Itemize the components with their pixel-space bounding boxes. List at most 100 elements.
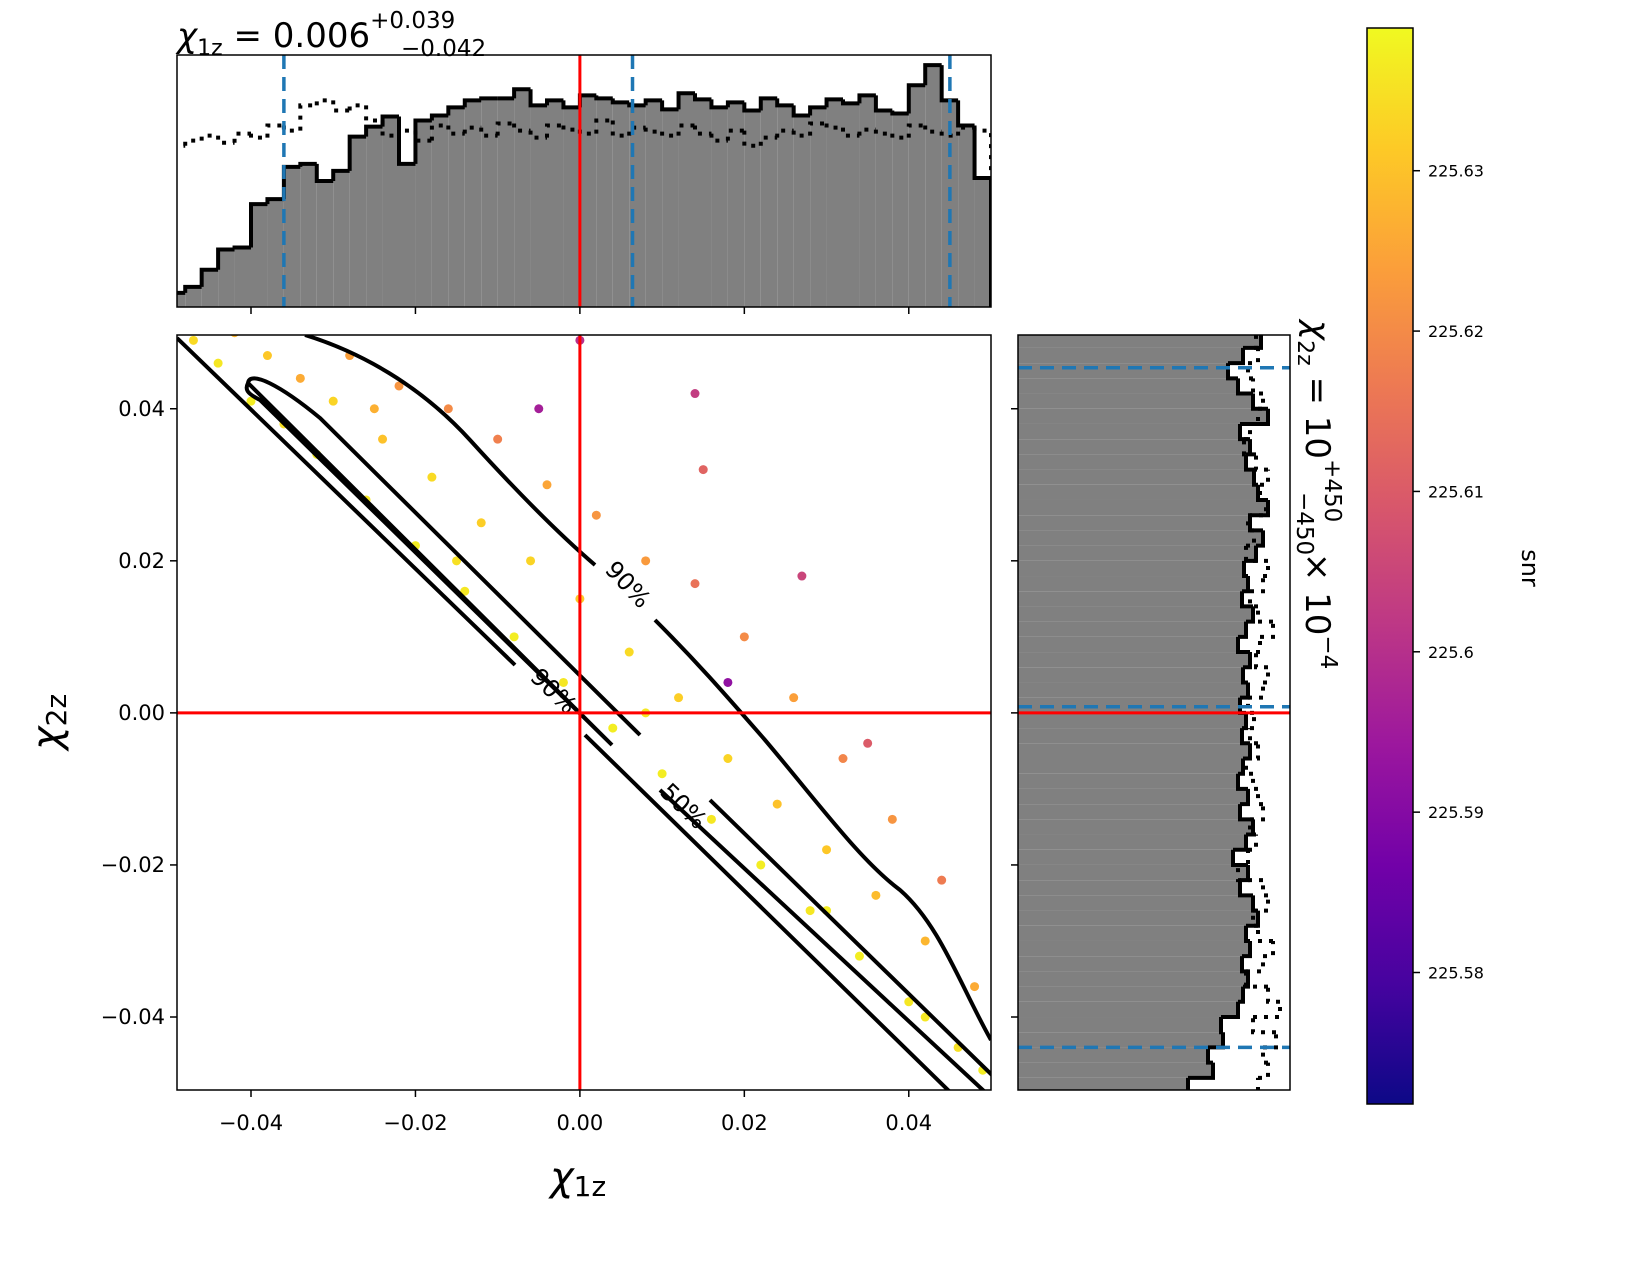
hist-bar <box>908 85 926 307</box>
scatter-point <box>213 358 223 368</box>
hist-bar <box>464 100 482 307</box>
scatter-point <box>789 693 799 703</box>
prior-step <box>890 133 909 140</box>
hist-bar <box>1018 439 1250 455</box>
hist-step <box>923 63 942 86</box>
hist-bar <box>1018 1032 1223 1048</box>
hist-step <box>1228 347 1245 366</box>
prior-step <box>364 105 383 123</box>
scatter-point <box>427 472 437 482</box>
prior-step <box>1246 956 1265 974</box>
colorbar-tick-label: 225.62 <box>1428 322 1484 341</box>
scatter-point <box>295 373 305 383</box>
scatter-point <box>476 518 486 528</box>
hist-step <box>775 98 794 108</box>
prior-step <box>216 135 235 145</box>
colorbar-tick-label: 225.59 <box>1428 803 1484 822</box>
scatter-point <box>706 814 716 824</box>
prior-step <box>841 127 860 138</box>
prior-step <box>512 123 531 133</box>
hist-bar <box>1018 804 1240 820</box>
prior-step <box>232 131 251 143</box>
title-unit: × 10 <box>1297 542 1337 635</box>
contour-90-lower <box>177 336 951 1090</box>
scatter-points <box>188 335 988 1075</box>
hist-bar <box>1018 408 1268 424</box>
scatter-point <box>970 982 980 992</box>
hist-bar <box>316 181 334 307</box>
hist-bar <box>1018 925 1246 941</box>
hist-step <box>380 114 399 127</box>
hist-step <box>1226 363 1238 381</box>
hist-bar <box>1018 454 1246 470</box>
hist-step <box>1243 335 1263 350</box>
hist-bar <box>1018 636 1238 653</box>
colorbar-ticks: 225.58 225.59 225.6 225.61 225.62 225.63 <box>1413 162 1484 983</box>
prior-step <box>1246 530 1256 548</box>
prior-step <box>1261 1047 1268 1065</box>
hist-bar <box>547 100 564 307</box>
hist-step <box>1240 728 1250 746</box>
scatter-point <box>797 571 807 581</box>
prior-step <box>791 130 811 138</box>
top-histogram <box>177 55 991 307</box>
right-title: χ2z = 10+450−450 × 10−4 <box>1291 318 1345 669</box>
hist-bar <box>267 199 284 307</box>
hist-bar <box>760 98 778 307</box>
hist-bar <box>1018 576 1248 592</box>
hist-step <box>1242 940 1252 959</box>
prior-step <box>857 127 876 136</box>
contour-90-upper <box>304 335 991 1041</box>
hist-step <box>1242 576 1250 594</box>
prior-step <box>528 130 547 140</box>
scatter-point <box>838 753 848 763</box>
prior-step <box>331 100 350 113</box>
hist-bar <box>941 100 959 307</box>
x-tick-label: −0.04 <box>219 1111 283 1135</box>
hist-step <box>676 91 695 110</box>
top-frame <box>176 54 992 308</box>
hist-step <box>594 95 613 101</box>
prior-step <box>627 125 646 136</box>
hist-bar <box>711 107 728 307</box>
prior-step <box>1238 849 1250 867</box>
hist-bar <box>177 292 186 307</box>
hist-step <box>1243 652 1252 670</box>
prior-step <box>249 133 268 140</box>
scatter-point <box>534 404 544 414</box>
hist-step <box>199 267 219 287</box>
hist-step <box>1238 758 1245 776</box>
scatter-point <box>937 875 947 885</box>
hist-bar <box>1018 849 1233 865</box>
scatter-point <box>262 351 272 361</box>
hist-step <box>1244 545 1258 563</box>
hist-step <box>429 113 449 121</box>
hist-bar <box>727 102 745 307</box>
hist-bar <box>1018 560 1244 577</box>
scatter-point <box>188 335 198 345</box>
prior-step <box>1248 728 1258 746</box>
prior-step <box>1248 834 1258 852</box>
hist-step <box>1240 591 1253 609</box>
scatter-point <box>624 647 634 657</box>
hist-bar <box>251 204 268 307</box>
title-unit-exp: −4 <box>1315 635 1341 669</box>
prior-step <box>495 121 515 136</box>
prior-step <box>479 127 498 138</box>
hist-bar <box>1018 940 1250 957</box>
hist-step <box>462 98 482 108</box>
right-histogram <box>1018 335 1290 1090</box>
scatter-point <box>460 586 470 596</box>
hist-bar <box>366 126 383 307</box>
prior-step <box>775 128 794 138</box>
x-tick-label: 0.00 <box>557 1111 604 1135</box>
prior-step <box>1248 347 1260 366</box>
hist-step <box>314 163 334 183</box>
hist-step <box>1246 439 1252 457</box>
scatter-point <box>887 814 897 824</box>
hist-step <box>660 100 679 112</box>
hist-step <box>1256 530 1265 548</box>
hist-step <box>1251 393 1268 411</box>
prior-step <box>808 121 827 136</box>
hist-bar <box>1018 652 1250 668</box>
